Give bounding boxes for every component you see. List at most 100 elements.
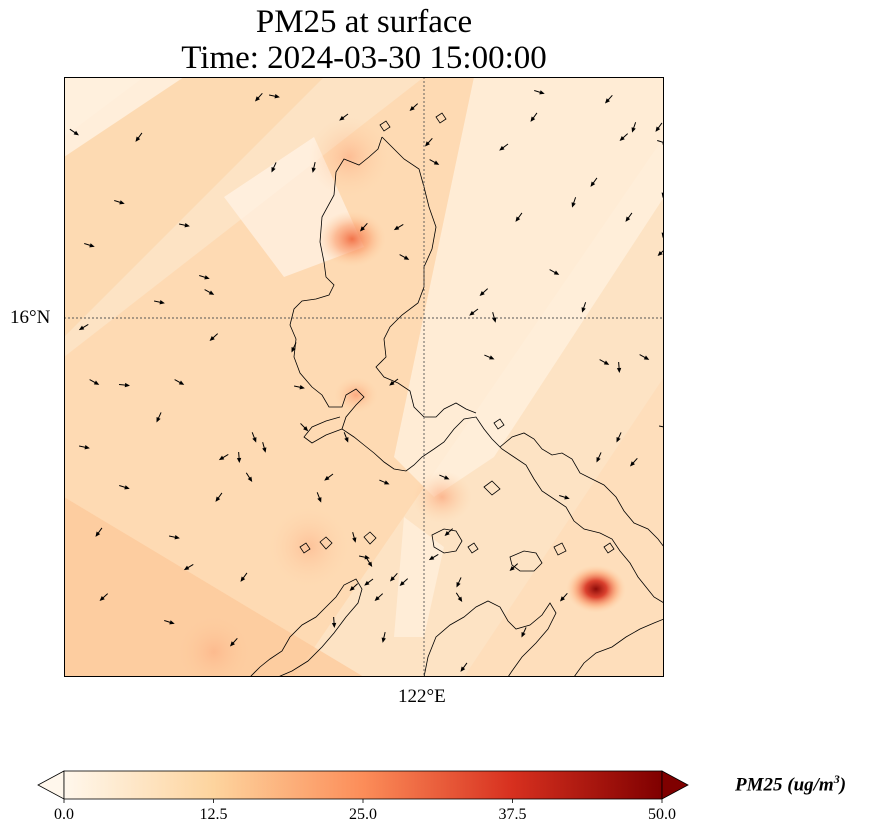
wind-arrow-icon xyxy=(444,528,454,537)
wind-arrow-icon xyxy=(271,162,277,173)
colorbar-ticks xyxy=(63,799,663,803)
colorbar-tick-label: 12.5 xyxy=(199,806,228,823)
small-island-9 xyxy=(553,542,567,556)
wind-arrow-icon xyxy=(251,432,257,443)
small-island-2 xyxy=(363,531,377,545)
wind-arrow-icon xyxy=(425,137,433,147)
wind-arrow-icon xyxy=(230,637,238,647)
wind-arrow-icon xyxy=(655,122,663,132)
colorbar-tick-label: 0.0 xyxy=(54,806,74,823)
small-island-5 xyxy=(435,112,447,124)
wind-arrow-icon xyxy=(381,632,386,643)
wind-arrow-icon xyxy=(399,254,410,260)
hotspot-south-luzon xyxy=(412,471,472,523)
wind-arrow-icon xyxy=(484,354,495,360)
colorbar-label-exponent: 3 xyxy=(833,772,840,786)
wind-vectors xyxy=(69,90,664,672)
wind-arrow-icon xyxy=(439,474,450,480)
wind-arrow-icon xyxy=(469,308,479,316)
wind-arrow-icon xyxy=(99,593,109,602)
wind-arrow-icon xyxy=(365,557,373,568)
gridlines xyxy=(64,77,664,677)
wind-arrow-icon xyxy=(625,212,633,222)
wind-arrow-icon xyxy=(521,627,527,638)
luzon-coastline xyxy=(289,136,664,604)
wind-arrow-icon xyxy=(399,578,409,587)
wind-arrow-icon xyxy=(479,288,489,297)
wind-arrow-icon xyxy=(499,143,509,151)
wind-arrow-icon xyxy=(114,200,125,205)
small-island-3 xyxy=(299,542,311,554)
wind-arrow-icon xyxy=(359,555,370,560)
wind-arrow-icon xyxy=(209,333,219,342)
wind-arrow-icon xyxy=(79,445,90,450)
wind-arrow-icon xyxy=(657,248,664,257)
wind-arrow-icon xyxy=(374,593,384,602)
map-title: PM25 at surface xyxy=(255,4,473,40)
manila-bay-coastline xyxy=(303,416,343,444)
marinduque-coastline xyxy=(431,528,463,554)
wind-arrow-icon xyxy=(549,269,560,275)
colorbar xyxy=(37,770,689,803)
lat-tick-label: 16°N xyxy=(10,307,51,328)
wind-arrow-icon xyxy=(534,90,545,95)
wind-arrow-icon xyxy=(616,432,622,443)
colorbar-extend-max xyxy=(661,770,689,800)
wind-arrow-icon xyxy=(605,94,613,104)
wind-arrow-icon xyxy=(352,532,357,543)
wind-arrow-icon xyxy=(630,457,638,467)
colorbar-tick-label: 37.5 xyxy=(498,806,527,823)
wind-arrow-icon xyxy=(571,197,577,208)
wind-arrow-icon xyxy=(379,479,390,485)
wind-arrow-icon xyxy=(84,243,95,248)
colorbar-label-suffix: ) xyxy=(839,774,847,796)
colorbar-label-prefix: PM25 (ug/m xyxy=(735,774,834,796)
wind-arrow-icon xyxy=(169,535,180,540)
wind-arrow-icon xyxy=(324,473,334,481)
wind-arrow-icon xyxy=(69,128,79,136)
wind-arrow-icon xyxy=(455,592,463,603)
wind-arrow-icon xyxy=(428,553,439,561)
wind-arrow-icon xyxy=(183,563,194,571)
wind-arrow-icon xyxy=(390,572,398,582)
wind-arrow-icon xyxy=(95,527,103,537)
wind-arrow-icon xyxy=(236,451,242,463)
map-border xyxy=(64,77,664,677)
wind-arrow-icon xyxy=(118,382,130,388)
map-subtitle-time: Time: 2024-03-30 15:00:00 xyxy=(181,40,547,76)
wind-arrow-icon xyxy=(515,212,523,222)
wind-arrow-icon xyxy=(245,472,253,483)
wind-arrow-icon xyxy=(240,572,248,582)
wind-arrow-icon xyxy=(409,103,419,112)
wind-arrow-icon xyxy=(631,122,637,133)
wind-arrow-icon xyxy=(530,112,538,122)
wind-arrow-icon xyxy=(199,275,210,280)
map-panel[interactable] xyxy=(64,77,664,677)
wind-arrow-icon xyxy=(460,662,468,672)
wind-arrow-icon xyxy=(154,300,165,305)
wind-arrow-icon xyxy=(269,94,280,99)
small-island-7 xyxy=(483,480,501,496)
wind-arrow-icon xyxy=(135,132,143,142)
hotspot-central-luzon xyxy=(334,377,378,413)
bicol-coastline xyxy=(499,432,664,548)
hotspot-bicol xyxy=(566,565,626,613)
pm25-field xyxy=(64,77,664,677)
wind-arrow-icon xyxy=(559,495,570,500)
wind-arrow-icon xyxy=(78,323,89,331)
hotspot-southwest xyxy=(174,612,254,677)
small-island-4 xyxy=(379,120,391,132)
wind-arrow-icon xyxy=(616,361,622,373)
southern-island-coastline xyxy=(423,600,557,677)
small-island-6 xyxy=(493,418,505,430)
wind-arrow-icon xyxy=(349,583,359,592)
small-island-1 xyxy=(319,536,333,550)
small-island-10 xyxy=(603,542,615,554)
wind-arrow-icon xyxy=(560,592,568,602)
wind-arrow-icon xyxy=(215,492,223,502)
wind-arrow-icon xyxy=(119,485,130,490)
wind-arrow-icon xyxy=(393,223,404,231)
wind-arrow-icon xyxy=(174,379,185,385)
wind-arrow-icon xyxy=(599,359,610,365)
hotspot-northwest-coast xyxy=(309,117,389,197)
